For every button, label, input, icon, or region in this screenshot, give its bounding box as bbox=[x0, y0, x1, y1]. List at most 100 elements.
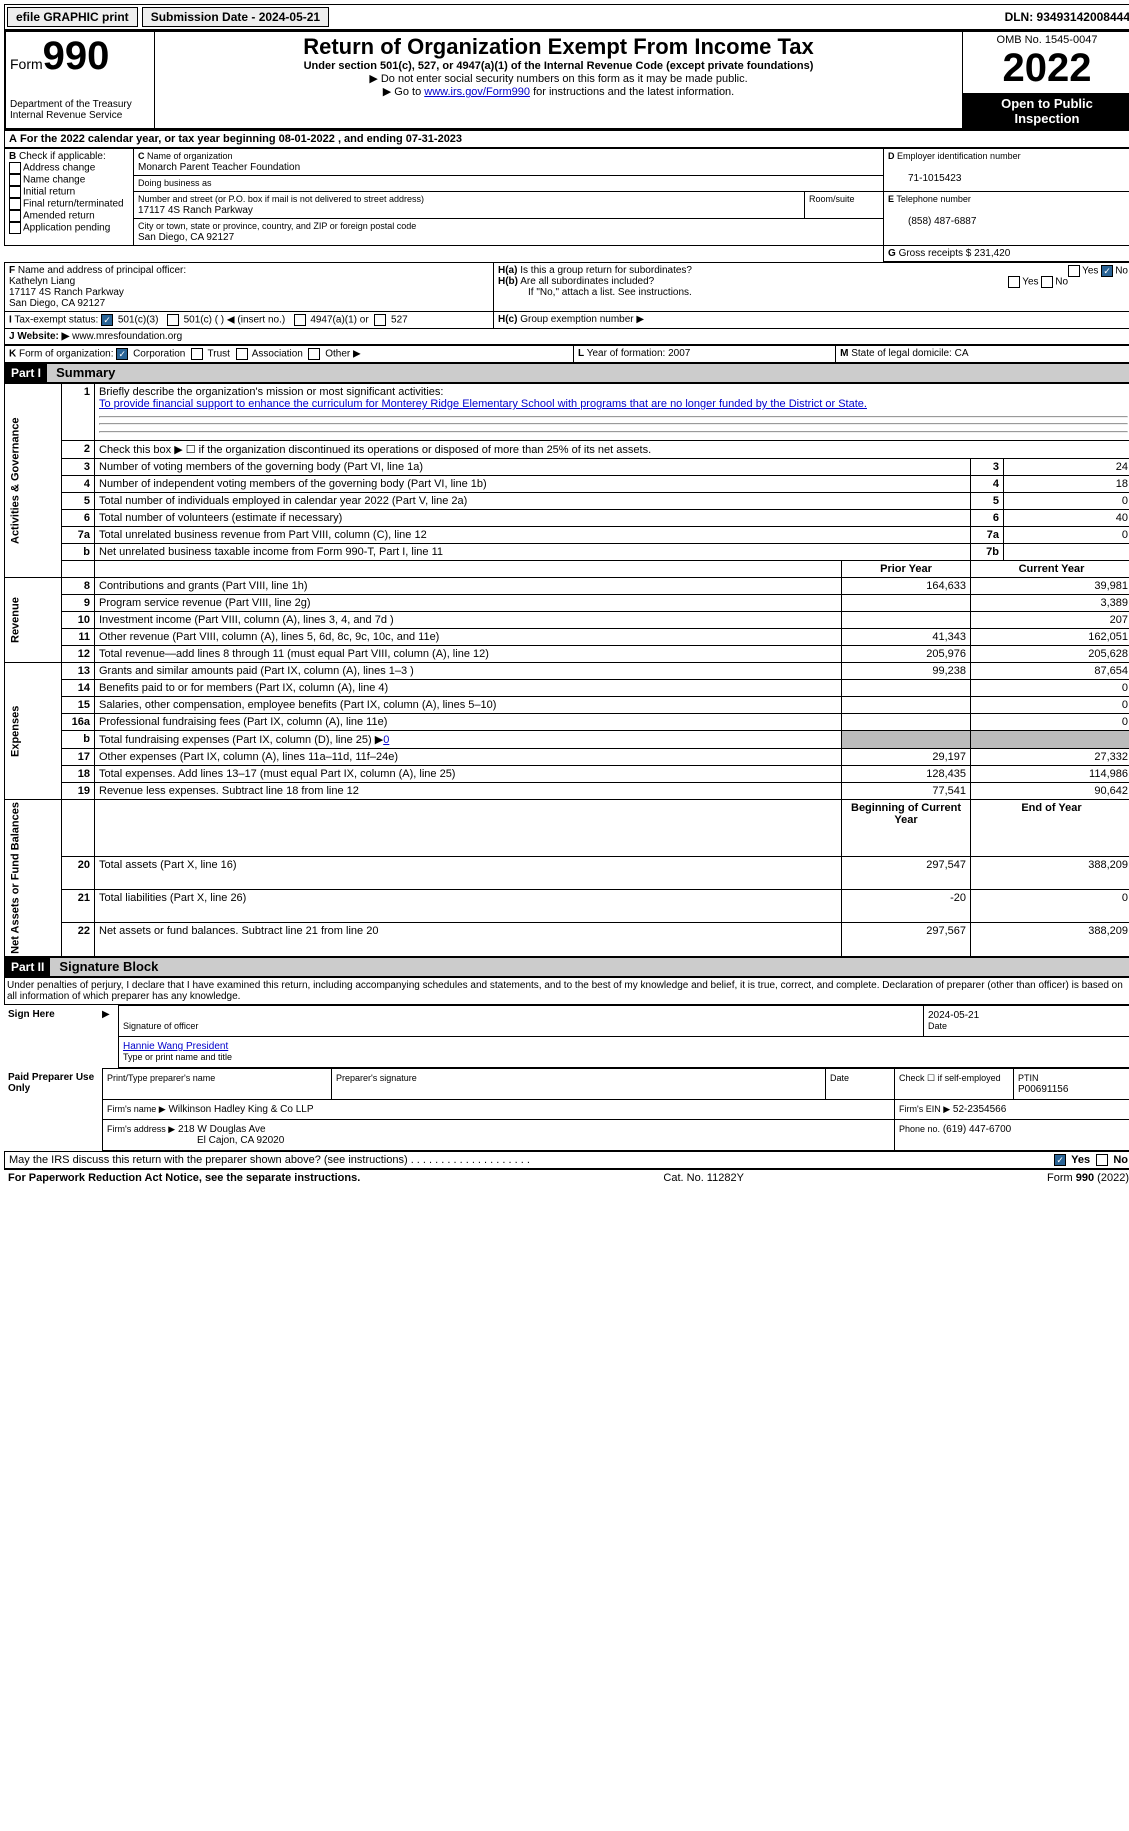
prep-sig-label: Preparer's signature bbox=[336, 1073, 417, 1083]
vert-na: Net Assets or Fund Balances bbox=[5, 800, 62, 957]
hc: Group exemption number ▶ bbox=[520, 314, 644, 325]
cb-527[interactable] bbox=[374, 314, 386, 326]
val7b bbox=[1004, 544, 1129, 561]
col-end: End of Year bbox=[971, 800, 1129, 857]
line7b: Net unrelated business taxable income fr… bbox=[95, 544, 971, 561]
k-label: Form of organization: bbox=[19, 349, 114, 360]
ha-no[interactable] bbox=[1101, 265, 1113, 277]
submission-date: Submission Date - 2024-05-21 bbox=[142, 7, 329, 27]
c17: 27,332 bbox=[971, 749, 1129, 766]
cb-name[interactable] bbox=[9, 174, 21, 186]
line4: Number of independent voting members of … bbox=[95, 476, 971, 493]
dln: DLN: 93493142008444 bbox=[1005, 10, 1129, 24]
val7a: 0 bbox=[1004, 527, 1129, 544]
line5: Total number of individuals employed in … bbox=[95, 493, 971, 510]
officer-name: Kathelyn Liang bbox=[9, 276, 75, 287]
subtitle: Under section 501(c), 527, or 4947(a)(1)… bbox=[159, 60, 958, 72]
efile-btn[interactable]: efile GRAPHIC print bbox=[7, 7, 138, 27]
date-label: Date bbox=[928, 1021, 947, 1031]
hb-yes[interactable] bbox=[1008, 276, 1020, 288]
line17: Other expenses (Part IX, column (A), lin… bbox=[95, 749, 842, 766]
line11: Other revenue (Part VIII, column (A), li… bbox=[95, 629, 842, 646]
ha: Is this a group return for subordinates? bbox=[520, 265, 692, 276]
firm-name-label: Firm's name ▶ bbox=[107, 1104, 166, 1114]
cb-pending[interactable] bbox=[9, 222, 21, 234]
line16b: Total fundraising expenses (Part IX, col… bbox=[99, 734, 383, 746]
city-label: City or town, state or province, country… bbox=[138, 221, 416, 231]
discuss-no[interactable] bbox=[1096, 1154, 1108, 1166]
cb-4947[interactable] bbox=[294, 314, 306, 326]
line13: Grants and similar amounts paid (Part IX… bbox=[95, 663, 842, 680]
title: Return of Organization Exempt From Incom… bbox=[159, 34, 958, 60]
info-block: B Check if applicable: Address change Na… bbox=[4, 148, 1129, 262]
cb-501c3[interactable] bbox=[101, 314, 113, 326]
line22: Net assets or fund balances. Subtract li… bbox=[95, 923, 842, 956]
form-footer: Form 990 (2022) bbox=[1047, 1172, 1129, 1184]
cb-assoc[interactable] bbox=[236, 348, 248, 360]
c21: 0 bbox=[971, 890, 1129, 923]
p11: 41,343 bbox=[842, 629, 971, 646]
cb-initial[interactable] bbox=[9, 186, 21, 198]
omb: OMB No. 1545-0047 bbox=[967, 34, 1127, 46]
discuss-row: May the IRS discuss this return with the… bbox=[4, 1151, 1129, 1169]
sign-here-label: Sign Here bbox=[4, 1005, 102, 1067]
p22: 297,567 bbox=[842, 923, 971, 956]
cb-final[interactable] bbox=[9, 198, 21, 210]
firm-addr-label: Firm's address ▶ bbox=[107, 1124, 175, 1134]
vert-exp: Expenses bbox=[5, 663, 62, 800]
cb-other[interactable] bbox=[308, 348, 320, 360]
l-label: Year of formation: bbox=[587, 348, 666, 359]
e-label: Telephone number bbox=[896, 194, 971, 204]
line9: Program service revenue (Part VIII, line… bbox=[95, 595, 842, 612]
val4: 18 bbox=[1004, 476, 1129, 493]
vert-rev: Revenue bbox=[5, 578, 62, 663]
cb-amended[interactable] bbox=[9, 210, 21, 222]
prep-date-label: Date bbox=[830, 1073, 849, 1083]
mission: To provide financial support to enhance … bbox=[99, 398, 867, 410]
discuss-yes[interactable] bbox=[1054, 1154, 1066, 1166]
note1: ▶ Do not enter social security numbers o… bbox=[159, 72, 958, 85]
website: www.mresfoundation.org bbox=[72, 331, 182, 342]
p20: 297,547 bbox=[842, 856, 971, 889]
cb-corp[interactable] bbox=[116, 348, 128, 360]
cat: Cat. No. 11282Y bbox=[663, 1172, 744, 1184]
pra: For Paperwork Reduction Act Notice, see … bbox=[8, 1172, 360, 1184]
m-label: State of legal domicile: bbox=[851, 348, 952, 359]
irs-link[interactable]: www.irs.gov/Form990 bbox=[424, 86, 530, 98]
dba-label: Doing business as bbox=[138, 178, 212, 188]
c-name-label: Name of organization bbox=[147, 151, 233, 161]
cb-address[interactable] bbox=[9, 162, 21, 174]
line21: Total liabilities (Part X, line 26) bbox=[95, 890, 842, 923]
c20: 388,209 bbox=[971, 856, 1129, 889]
firm-addr: 218 W Douglas Ave bbox=[178, 1124, 266, 1135]
s2: Check this box ▶ ☐ if the organization d… bbox=[95, 441, 1129, 459]
cb-501c[interactable] bbox=[167, 314, 179, 326]
officer-sig-name: Hannie Wang President bbox=[123, 1041, 228, 1052]
ha-yes[interactable] bbox=[1068, 265, 1080, 277]
firm-name: Wilkinson Hadley King & Co LLP bbox=[168, 1104, 313, 1115]
c8: 39,981 bbox=[971, 578, 1129, 595]
sign-here: Sign Here ▶ Signature of officer 2024-05… bbox=[4, 1005, 1129, 1068]
cb-trust[interactable] bbox=[191, 348, 203, 360]
p19: 77,541 bbox=[842, 783, 971, 800]
check-self: Check ☐ if self-employed bbox=[899, 1073, 1001, 1083]
c22: 388,209 bbox=[971, 923, 1129, 956]
c9: 3,389 bbox=[971, 595, 1129, 612]
line20: Total assets (Part X, line 16) bbox=[95, 856, 842, 889]
line19: Revenue less expenses. Subtract line 18 … bbox=[95, 783, 842, 800]
hb: Are all subordinates included? bbox=[520, 276, 654, 287]
form-number: 990 bbox=[43, 34, 110, 78]
form-label: Form bbox=[10, 56, 43, 72]
city: San Diego, CA 92127 bbox=[138, 232, 234, 243]
col-current: Current Year bbox=[971, 561, 1129, 578]
phone: (858) 487-6887 bbox=[888, 216, 976, 227]
b-label: Check if applicable: bbox=[19, 151, 106, 162]
firm-city: El Cajon, CA 92020 bbox=[107, 1135, 284, 1146]
hb-no[interactable] bbox=[1041, 276, 1053, 288]
p13: 99,238 bbox=[842, 663, 971, 680]
d-label: Employer identification number bbox=[897, 151, 1021, 161]
p18: 128,435 bbox=[842, 766, 971, 783]
line3: Number of voting members of the governin… bbox=[95, 459, 971, 476]
col-begin: Beginning of Current Year bbox=[842, 800, 971, 857]
line10: Investment income (Part VIII, column (A)… bbox=[95, 612, 842, 629]
